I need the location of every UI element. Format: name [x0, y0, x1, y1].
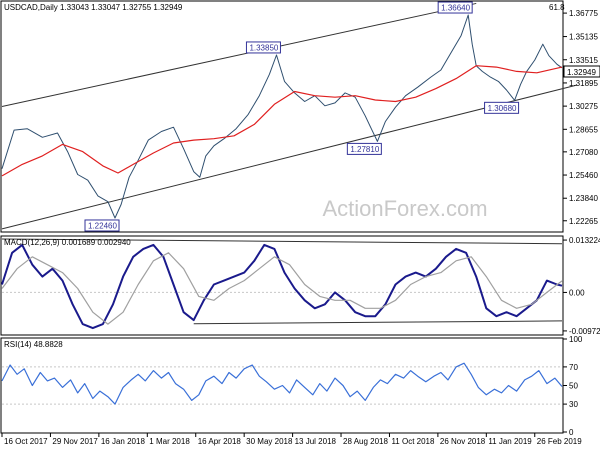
price-annotation-box	[84, 219, 120, 232]
date-tick-label: 13 Jul 2018	[295, 437, 337, 446]
rsi-ytick-label: 30	[569, 400, 578, 409]
price-channel-line-lower	[1, 84, 578, 230]
rsi-series-rsi-line	[1, 362, 563, 405]
price-ytick-label: 1.27080	[569, 148, 598, 157]
rsi-panel-title: RSI(14) 48.8828	[4, 340, 63, 349]
price-ytick-label: 1.33515	[569, 56, 598, 65]
price-ytick-label: 1.35135	[569, 33, 598, 42]
last-price-marker: 1.32949	[563, 65, 600, 78]
price-annotation-box	[437, 1, 473, 14]
price-annotation: 1.27810	[346, 142, 382, 155]
price-annotation: 1.36640	[437, 1, 473, 14]
price-annotation-label: 1.22460	[88, 221, 117, 230]
price-annotation-label: 1.36640	[441, 4, 470, 13]
price-ytick-label: 1.36775	[569, 9, 598, 18]
macd-panel-title: MACD(12,26,9) 0.001689 0.002940	[4, 238, 131, 247]
date-tick-label: 29 Nov 2017	[52, 437, 98, 446]
price-annotation: 1.30680	[484, 101, 520, 114]
rsi-panel: 100 70 50 30 0 RSI(14) 48.8828	[0, 335, 583, 437]
macd-ytick-label: 0.00	[569, 288, 585, 297]
price-ytick-label: 1.22265	[569, 217, 598, 226]
price-annotation: 1.33850	[245, 41, 281, 54]
price-ytick-label: 1.23840	[569, 194, 598, 203]
price-annotation-box	[484, 101, 520, 114]
price-annotation-label: 1.27810	[350, 145, 379, 154]
rsi-ytick-label: 50	[569, 382, 578, 391]
macd-ytick-label: 0.013224	[569, 236, 600, 245]
price-channel-line-upper	[1, 2, 477, 107]
price-ytick-label: 1.25460	[569, 171, 598, 180]
rsi-ytick-label: 0	[569, 428, 574, 437]
date-tick-label: 16 Oct 2017	[4, 437, 48, 446]
date-tick-label: 16 Jan 2018	[101, 437, 146, 446]
macd-panel-frame	[0, 235, 564, 336]
date-tick-label: 28 Aug 2018	[343, 437, 388, 446]
price-ytick-label: 1.30275	[569, 102, 598, 111]
price-panel-title: USDCAD,Daily 1.33043 1.33047 1.32755 1.3…	[4, 3, 183, 12]
macd-panel: 0.013224 0.00 -0.009721 MACD(12,26,9) 0.00…	[0, 235, 600, 336]
price-annotation-box	[346, 142, 382, 155]
price-ytick-label: 1.31895	[569, 79, 598, 88]
rsi-ytick-label: 100	[569, 335, 583, 344]
last-price-label: 1.32949	[567, 68, 596, 77]
watermark-text: ActionForex.com	[322, 196, 487, 221]
price-annotation-label: 1.30680	[488, 104, 517, 113]
macd-series-macd-line	[1, 243, 563, 330]
date-tick-label: 11 Oct 2018	[391, 437, 435, 446]
price-panel: 1.22460 1.33850 1.27810 1.36640 1.30680 1.36…	[0, 0, 600, 233]
date-tick-label: 1 Mar 2018	[149, 437, 190, 446]
macd-ytick-label: -0.009721	[569, 327, 600, 336]
price-ytick-label: 1.28655	[569, 125, 598, 134]
date-tick-label: 26 Nov 2018	[440, 437, 486, 446]
date-tick-label: 16 Apr 2018	[198, 437, 242, 446]
price-panel-frame	[0, 0, 564, 233]
price-annotation: 1.22460	[84, 219, 120, 232]
fib-level-label: 61.8	[549, 3, 565, 12]
price-annotation-label: 1.33850	[249, 43, 278, 52]
date-tick-label: 30 May 2018	[246, 437, 293, 446]
price-annotation-box	[245, 41, 281, 54]
rsi-ytick-label: 70	[569, 363, 578, 372]
date-tick-label: 11 Jan 2019	[488, 437, 532, 446]
price-series-moving-average-line	[1, 65, 563, 177]
macd-channel-line-lower	[193, 320, 563, 325]
date-axis: 16 Oct 2017 29 Nov 2017 16 Jan 2018 1 Mar 2…	[1, 433, 582, 446]
macd-channel-line-upper	[1, 238, 563, 245]
price-series-price-line	[1, 14, 563, 219]
date-tick-label: 26 Feb 2019	[537, 437, 582, 446]
macd-series-signal-line	[1, 252, 563, 325]
